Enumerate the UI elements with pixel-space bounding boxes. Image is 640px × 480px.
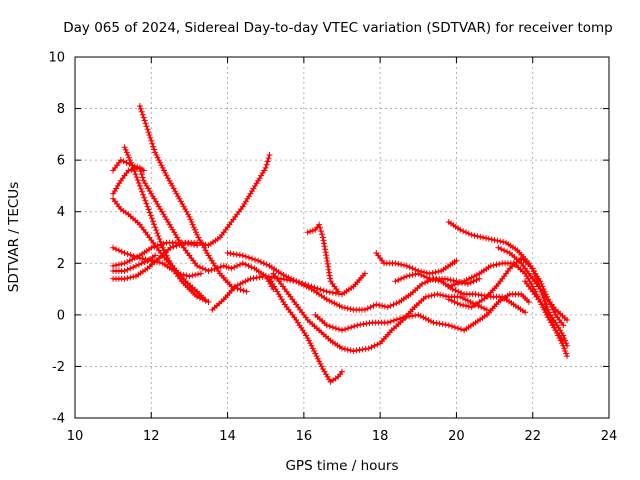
y-tick-label: 2 (57, 257, 65, 272)
series-markers (522, 278, 570, 349)
x-tick-label: 14 (219, 429, 236, 444)
series-markers (110, 252, 159, 274)
series-track-14 (304, 221, 342, 295)
series-markers (110, 239, 201, 269)
chart-title: Day 065 of 2024, Sidereal Day-to-day VTE… (63, 20, 612, 36)
series-track-21 (495, 244, 570, 323)
series-markers (495, 244, 570, 323)
y-tick-label: 8 (57, 102, 65, 117)
series-markers (136, 103, 250, 295)
y-axis-label: SDTVAR / TECUs (6, 182, 22, 292)
x-tick-label: 18 (372, 429, 389, 444)
series-markers (121, 144, 204, 280)
y-tick-label: -2 (52, 360, 65, 375)
x-axis-label: GPS time / hours (285, 458, 398, 474)
series-track-22 (522, 278, 570, 349)
y-tick-label: 4 (57, 205, 65, 220)
data-series (110, 103, 570, 385)
series-track-4 (110, 195, 208, 303)
y-tick-label: 6 (57, 154, 65, 169)
series-markers (110, 164, 147, 197)
series-markers (312, 291, 532, 334)
series-track-12 (266, 275, 345, 385)
y-tick-label: 10 (48, 51, 65, 66)
x-tick-label: 12 (143, 429, 160, 444)
series-track-1 (136, 103, 250, 295)
series-track-8 (110, 252, 159, 274)
series-markers (224, 250, 483, 313)
x-tick-label: 16 (296, 429, 313, 444)
x-tick-label: 24 (601, 429, 618, 444)
plot-frame (74, 56, 610, 419)
series-track-7 (110, 239, 201, 269)
y-tick-label: 0 (57, 308, 65, 323)
series-track-9 (121, 144, 204, 280)
grid-lines (75, 57, 609, 418)
x-tick-label: 20 (448, 429, 465, 444)
series-markers (266, 275, 345, 385)
series-markers (304, 221, 342, 295)
x-tick-label: 22 (524, 429, 541, 444)
series-markers (373, 250, 460, 277)
y-tick-label: -4 (52, 412, 65, 427)
x-tick-label: 10 (67, 429, 84, 444)
series-track-3 (110, 164, 147, 197)
